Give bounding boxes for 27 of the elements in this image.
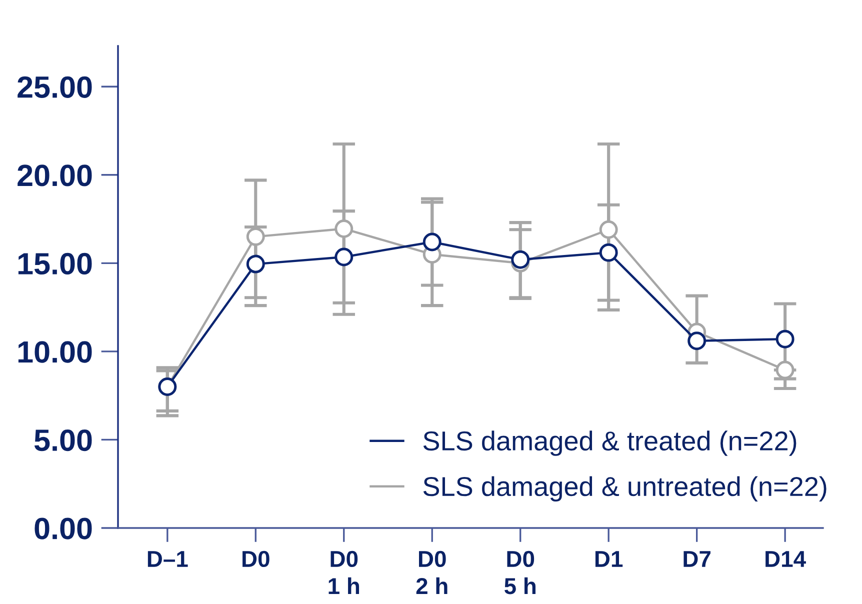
x-tick-label: D0 <box>242 550 270 568</box>
x-tick-label: D–1 <box>148 551 188 567</box>
y-tick-label: 10.00 <box>18 341 92 363</box>
legend-label: SLS damaged & treated (n=22) <box>423 430 796 456</box>
point <box>599 243 618 262</box>
y-tick-label: 15.00 <box>18 252 92 275</box>
point <box>599 220 618 239</box>
x-tick-label: D14 <box>766 551 806 567</box>
x-tick-label: D0 1 h <box>328 550 360 594</box>
point <box>511 250 530 269</box>
point <box>334 220 354 238</box>
x-tick-label: D7 <box>684 551 710 567</box>
y-tick-label: 20.00 <box>18 164 92 186</box>
y-tick-label: 25.00 <box>18 76 92 98</box>
y-tick-label: 5.00 <box>34 429 92 452</box>
point <box>246 227 265 246</box>
point <box>422 232 442 252</box>
point <box>776 360 794 380</box>
x-tick-label: D0 5 h <box>504 550 536 594</box>
y-tick-label: 0.00 <box>34 518 92 540</box>
legend-label: SLS damaged & untreated (n=22) <box>423 476 826 502</box>
point <box>246 254 265 274</box>
point <box>776 330 794 348</box>
point <box>688 332 706 350</box>
point <box>334 248 354 266</box>
x-tick-label: D1 <box>595 551 623 567</box>
x-tick-label: D0 2 h <box>416 550 448 594</box>
